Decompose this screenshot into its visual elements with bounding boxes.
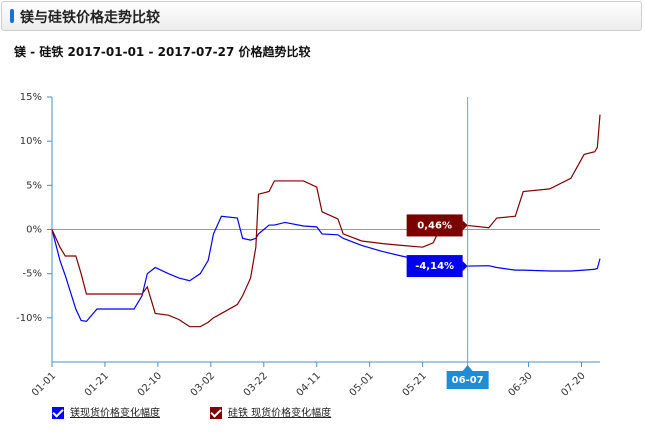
- tooltip-box: [406, 255, 463, 278]
- x-tick-label: 01-01: [30, 370, 58, 398]
- y-tick-label: 5%: [26, 180, 42, 191]
- tooltip-box: [406, 214, 463, 237]
- legend-checkbox[interactable]: [210, 407, 222, 419]
- series-line: [51, 215, 601, 323]
- y-tick-label: 15%: [20, 92, 42, 103]
- legend-label[interactable]: 镁现货价格变化幅度: [70, 408, 160, 419]
- legend-label[interactable]: 硅铁 现货价格变化幅度: [228, 408, 332, 419]
- x-tick-label: 07-20: [559, 370, 587, 398]
- header-icon: [10, 9, 14, 23]
- x-tick-label: 04-11: [295, 370, 323, 398]
- chart-title: 镁 - 硅铁 2017-01-01 - 2017-07-27 价格趋势比较: [14, 45, 311, 59]
- crosshair-label-bg: [446, 371, 489, 389]
- y-tick-label: 10%: [20, 136, 42, 147]
- y-tick-label: 0%: [26, 225, 42, 236]
- panel-header: 镁与硅铁价格走势比较: [1, 1, 642, 31]
- tooltip-label: 0,46%: [417, 220, 452, 231]
- legend-item[interactable]: 镁现货价格变化幅度: [52, 404, 160, 419]
- x-tick-label: 06-30: [506, 370, 534, 398]
- panel-title: 镁与硅铁价格走势比较: [20, 10, 160, 26]
- legend-item[interactable]: 硅铁 现货价格变化幅度: [210, 404, 331, 419]
- x-tick-label: 03-02: [189, 370, 217, 398]
- crosshair-label: 06-07: [452, 375, 484, 386]
- x-tick-label: 05-01: [348, 370, 376, 398]
- series-line: [51, 114, 601, 328]
- y-tick-label: -10%: [16, 313, 42, 324]
- tooltip-pointer: [462, 220, 468, 231]
- crosshair-pointer: [462, 365, 473, 371]
- legend-checkbox[interactable]: [52, 407, 64, 419]
- tooltip-label: -4,14%: [415, 261, 454, 272]
- x-tick-label: 03-22: [242, 370, 270, 398]
- x-tick-label: 01-21: [83, 370, 111, 398]
- tooltip-pointer: [462, 261, 468, 272]
- x-tick-label: 05-21: [401, 370, 429, 398]
- x-tick-label: 02-10: [136, 370, 164, 398]
- y-tick-label: -5%: [23, 269, 42, 280]
